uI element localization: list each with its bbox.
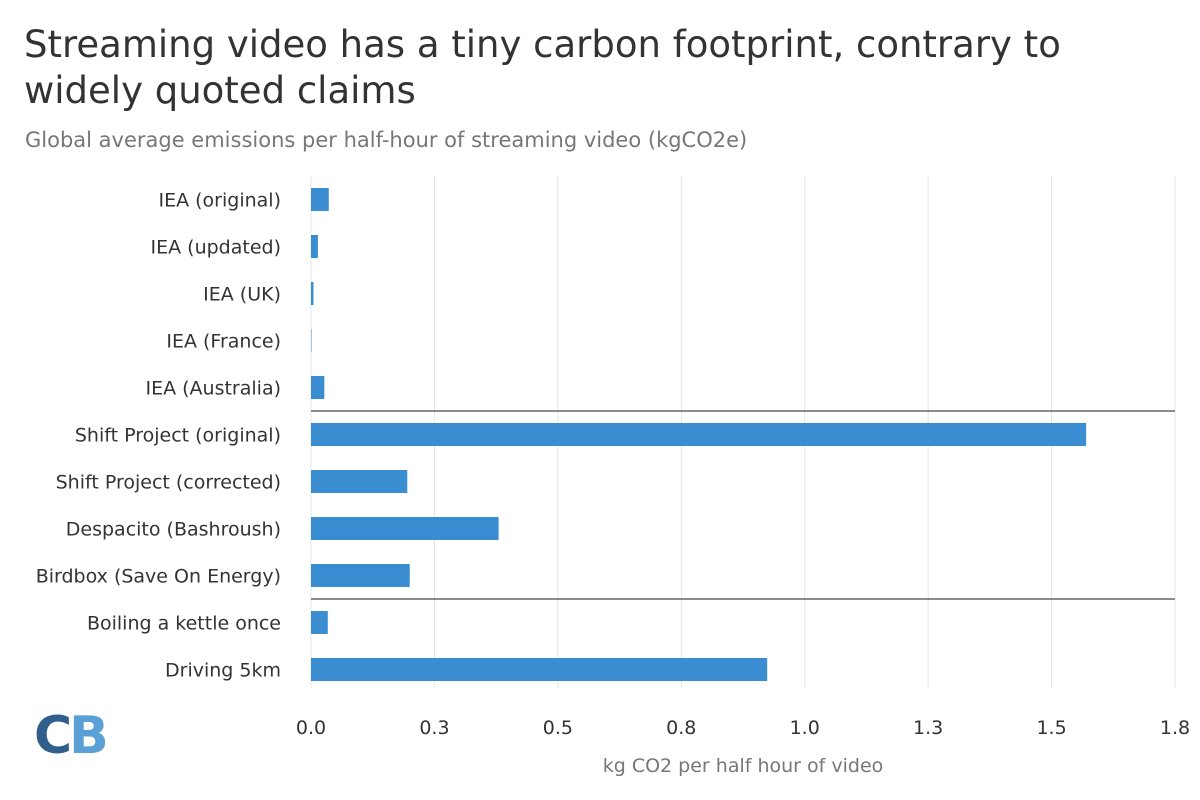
bar — [311, 376, 325, 399]
logo-letter-c: C — [34, 706, 72, 766]
x-tick-label: 1.0 — [790, 717, 820, 739]
bar — [311, 235, 318, 258]
category-label: Shift Project (corrected) — [56, 472, 281, 494]
bar — [311, 564, 410, 587]
category-label: Birdbox (Save On Energy) — [36, 566, 281, 588]
x-axis-title: kg CO2 per half hour of video — [603, 755, 884, 777]
x-tick-label: 1.5 — [1036, 717, 1066, 739]
category-label: IEA (original) — [159, 190, 282, 212]
bar — [311, 658, 768, 681]
bar — [311, 611, 328, 634]
x-tick-label: 0.0 — [296, 717, 326, 739]
bar — [311, 423, 1087, 446]
x-tick-label: 1.3 — [913, 717, 943, 739]
chart-subtitle: Global average emissions per half-hour o… — [25, 128, 748, 152]
bar — [311, 470, 408, 493]
category-label: Shift Project (original) — [75, 425, 281, 447]
bar — [311, 282, 314, 305]
group-separators — [311, 410, 1175, 600]
carbon-brief-logo: CB — [34, 706, 109, 766]
category-label: Boiling a kettle once — [87, 613, 281, 635]
category-label: Despacito (Bashroush) — [66, 519, 281, 541]
category-label: IEA (updated) — [151, 237, 281, 259]
x-tick-label: 0.5 — [543, 717, 573, 739]
x-tick-label: 1.8 — [1160, 717, 1190, 739]
logo-letter-b: B — [69, 706, 109, 766]
x-axis-ticks: 0.0 0.3 0.5 0.8 1.0 1.3 1.5 1.8 — [296, 717, 1190, 739]
x-tick-label: 0.8 — [666, 717, 696, 739]
category-labels: IEA (original) IEA (updated) IEA (UK) IEA (… — [36, 190, 281, 682]
category-label: IEA (Australia) — [145, 378, 281, 400]
bars — [311, 188, 1087, 681]
bar — [311, 188, 329, 211]
category-label: IEA (France) — [166, 331, 281, 353]
chart-title: Streaming video has a tiny carbon footpr… — [24, 23, 1061, 112]
x-tick-label: 0.3 — [419, 717, 449, 739]
category-label: IEA (UK) — [203, 284, 281, 306]
category-label: Driving 5km — [165, 660, 281, 682]
bar — [311, 517, 499, 540]
